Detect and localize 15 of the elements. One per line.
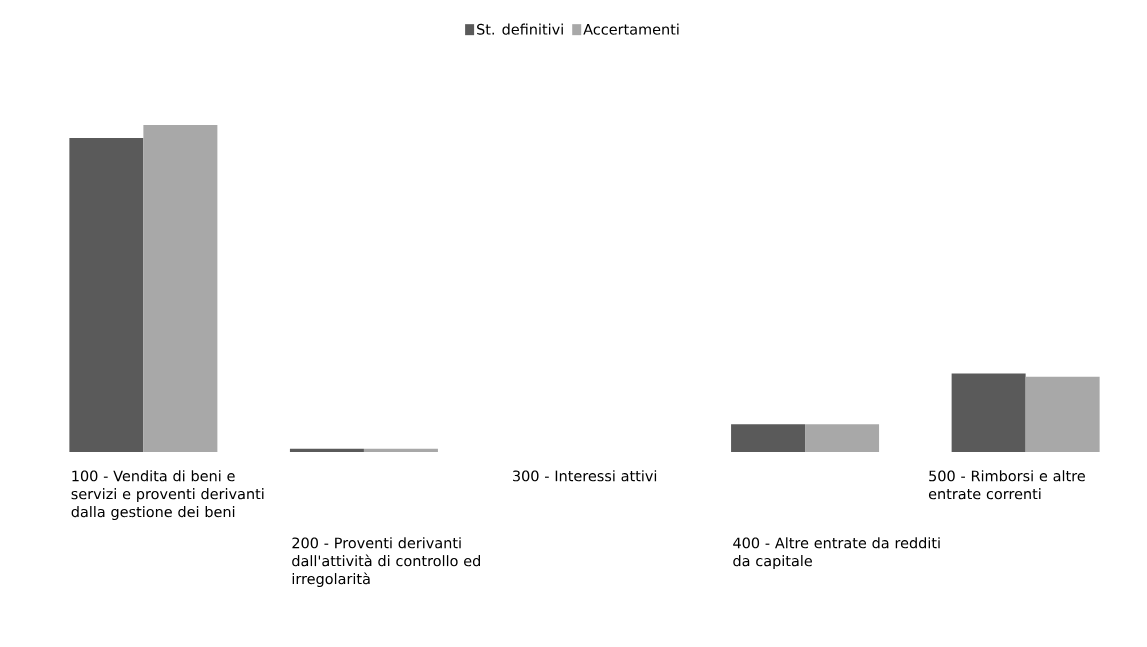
bar (289, 448, 364, 452)
bar (69, 138, 144, 452)
bar (143, 124, 218, 452)
bar (805, 424, 880, 452)
bar (951, 373, 1026, 452)
bar (1025, 376, 1100, 452)
x-tick-label: 300 - Interessi attivi (513, 470, 657, 482)
legend-label: St. definitivi (477, 23, 563, 35)
x-tick-label: 400 - Altre entrate da redditi da capitale (733, 537, 940, 570)
legend-label: Accertamenti (583, 23, 679, 35)
x-tick-label: 200 - Proventi derivanti dall'attività di controllo ed irregolarità (292, 537, 480, 588)
bar (731, 424, 806, 452)
x-tick-label: 100 - Vendita di beni e servizi e proventi derivanti dalla gestione dei beni (71, 470, 264, 521)
bar (363, 448, 438, 452)
x-tick-label: 500 - Rimborsi e altre entrate correnti (928, 470, 1085, 500)
